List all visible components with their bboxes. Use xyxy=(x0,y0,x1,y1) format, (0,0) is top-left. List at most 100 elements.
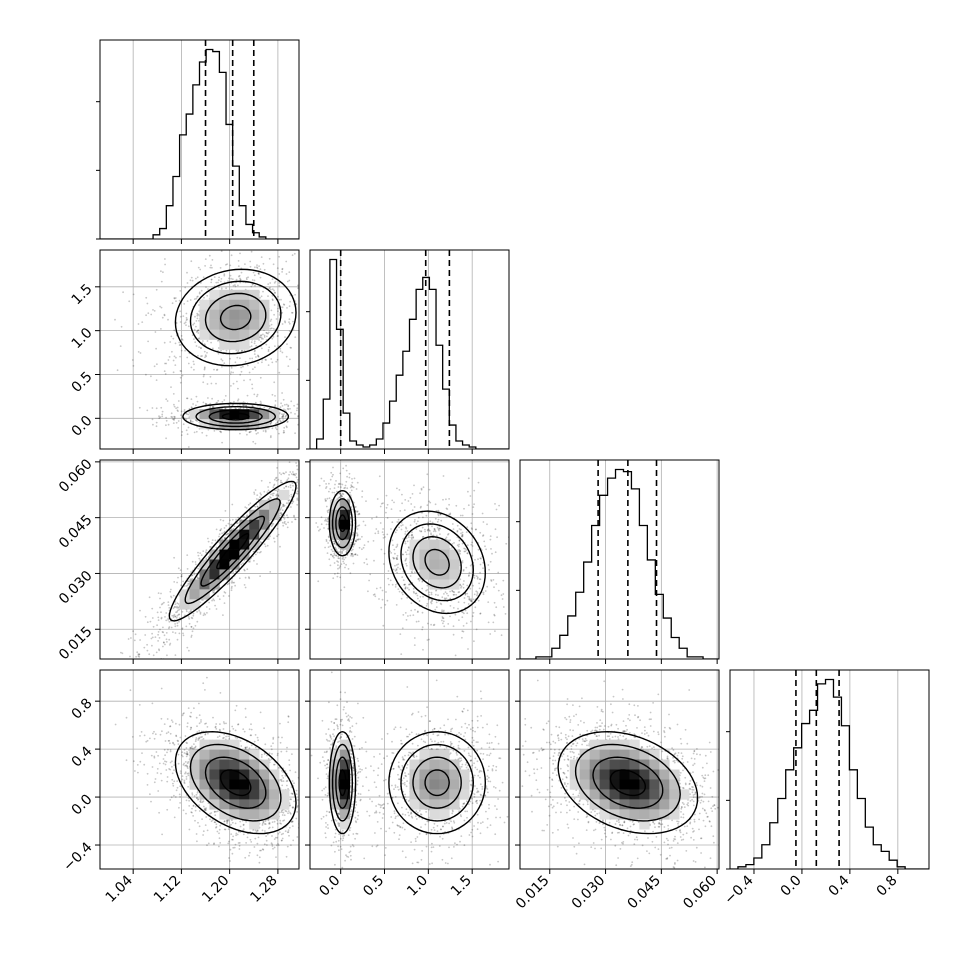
sample-point xyxy=(274,400,277,402)
sample-point xyxy=(335,424,337,426)
sample-point xyxy=(323,358,325,360)
sample-point xyxy=(231,503,234,506)
sample-point xyxy=(230,385,232,387)
sample-point xyxy=(274,405,277,408)
sample-point xyxy=(403,509,406,511)
sample-point xyxy=(179,310,182,313)
density-cell xyxy=(219,289,230,301)
sample-point xyxy=(134,633,137,636)
sample-point xyxy=(376,498,379,500)
sample-point xyxy=(217,281,219,284)
sample-point xyxy=(290,495,293,498)
sample-point xyxy=(203,367,206,370)
sample-point xyxy=(234,570,237,573)
sample-point xyxy=(276,490,279,493)
sample-point xyxy=(272,522,275,525)
sample-point xyxy=(250,345,253,348)
sample-point xyxy=(245,515,248,518)
sample-point xyxy=(351,481,354,484)
density-cell xyxy=(249,309,260,320)
sample-point xyxy=(295,472,297,475)
sample-point xyxy=(254,284,256,287)
sample-point xyxy=(500,594,503,597)
sample-point xyxy=(260,340,262,343)
sample-point xyxy=(315,470,317,472)
contour-line xyxy=(204,292,267,343)
sample-point xyxy=(197,266,200,269)
sample-point xyxy=(193,363,195,366)
sample-point xyxy=(180,414,182,416)
sample-point xyxy=(279,347,282,350)
sample-point xyxy=(254,442,257,445)
sample-point xyxy=(354,506,357,508)
sample-point xyxy=(195,297,198,300)
density-cell xyxy=(189,589,200,600)
panel-0-0 xyxy=(96,39,300,244)
sample-point xyxy=(174,625,177,628)
sample-point xyxy=(181,374,184,377)
sample-point xyxy=(288,305,291,308)
sample-point xyxy=(307,330,309,332)
sample-point xyxy=(216,368,219,371)
sample-point xyxy=(157,592,160,594)
sample-point xyxy=(239,281,242,284)
sample-point xyxy=(333,556,335,559)
sample-point xyxy=(219,430,221,433)
density-cell xyxy=(209,309,220,320)
sample-point xyxy=(179,376,182,379)
sample-point xyxy=(340,486,342,488)
sample-point xyxy=(201,355,204,357)
sample-point xyxy=(164,373,167,375)
sample-point xyxy=(198,337,200,340)
y-tick-label: 0.030 xyxy=(56,568,96,608)
sample-point xyxy=(252,550,255,553)
sample-point xyxy=(114,318,116,321)
sample-point xyxy=(211,266,213,269)
density-cell xyxy=(199,299,210,310)
sample-point xyxy=(235,278,238,281)
sample-point xyxy=(271,278,274,281)
sample-point xyxy=(382,624,385,627)
sample-point xyxy=(175,356,177,359)
sample-point xyxy=(170,588,172,591)
sample-point xyxy=(385,511,387,514)
contour-line xyxy=(200,515,266,587)
sample-point xyxy=(274,292,276,294)
sample-point xyxy=(328,482,330,485)
sample-point xyxy=(189,299,192,301)
sample-point xyxy=(229,523,232,526)
sample-point xyxy=(196,620,199,623)
sample-point xyxy=(305,300,307,302)
sample-point xyxy=(222,614,224,616)
sample-point xyxy=(164,258,166,260)
sample-point xyxy=(242,365,244,368)
sample-point xyxy=(482,591,485,594)
sample-point xyxy=(191,630,194,633)
sample-point xyxy=(371,517,373,520)
sample-point xyxy=(170,386,172,388)
sample-point xyxy=(200,282,202,284)
sample-point xyxy=(250,285,253,288)
sample-point xyxy=(355,418,357,420)
sample-point xyxy=(165,424,167,427)
sample-point xyxy=(168,626,171,628)
sample-point xyxy=(266,332,268,334)
sample-point xyxy=(421,611,424,614)
sample-point xyxy=(276,496,279,499)
sample-point xyxy=(256,494,259,496)
sample-point xyxy=(357,538,359,541)
density-cell xyxy=(209,319,220,330)
sample-point xyxy=(290,473,293,475)
sample-point xyxy=(311,457,313,459)
sample-point xyxy=(229,264,232,267)
sample-point xyxy=(130,637,132,639)
sample-point xyxy=(178,344,181,346)
sample-point xyxy=(204,402,207,405)
sample-point xyxy=(202,381,205,384)
sample-point xyxy=(496,536,498,539)
sample-point xyxy=(287,404,290,407)
panel-frame xyxy=(309,249,510,450)
sample-point xyxy=(249,430,252,433)
sample-point xyxy=(462,630,465,633)
y-tick-label: 0.5 xyxy=(69,369,96,396)
